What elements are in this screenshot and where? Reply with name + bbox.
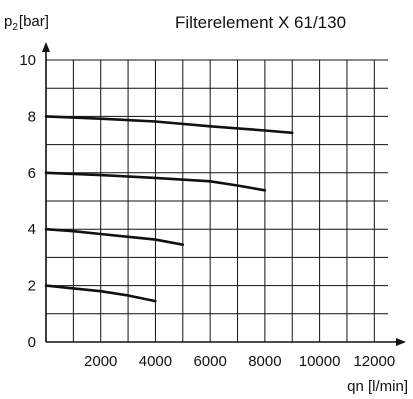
x-tick-label: 4000 [139,353,172,370]
series-line-2 [44,227,185,246]
x-tick-label: 6000 [193,353,226,370]
y-tick-labels: 0 2 4 6 8 10 [19,52,36,351]
y-tick-label: 4 [28,221,36,238]
x-tick-label: 12000 [353,353,395,370]
series-line-3 [44,171,267,192]
series-line-1 [44,284,157,303]
axes [42,42,406,346]
series-line-4 [44,115,294,135]
x-tick-labels: 2000 4000 6000 8000 10000 12000 [84,353,395,370]
x-tick-label: 10000 [299,353,341,370]
y-axis-arrow [42,42,50,52]
x-axis-arrow [396,338,406,346]
x-tick-label: 8000 [248,353,281,370]
y-tick-label: 8 [28,108,36,125]
y-tick-label: 6 [28,165,36,182]
y-axis-label-unit: [bar] [19,13,49,30]
chart-title: Filterelement X 61/130 [175,13,346,32]
y-axis-label: p2[bar] [4,13,49,33]
grid [46,59,388,342]
y-tick-label: 2 [28,278,36,295]
x-axis-label: qn [l/min] [347,378,408,395]
x-tick-label: 2000 [84,353,117,370]
y-axis-label-sub: 2 [12,22,18,33]
y-tick-label: 0 [28,334,36,351]
y-axis-label-base: p [4,13,12,30]
series-lines [44,115,294,303]
y-tick-label: 10 [19,52,36,69]
